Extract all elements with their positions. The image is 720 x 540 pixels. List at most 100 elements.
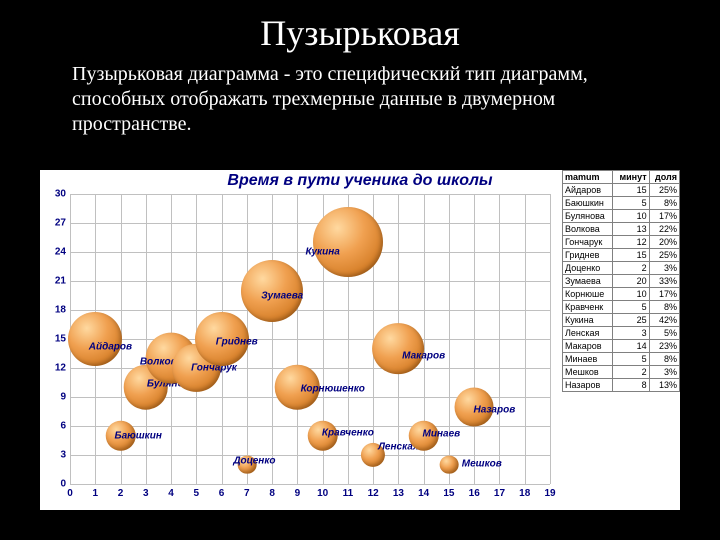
grid-line-v — [449, 194, 450, 484]
table-header-cell: минут — [613, 171, 649, 184]
x-tick-label: 0 — [67, 488, 73, 499]
grid-line-h — [70, 339, 550, 340]
table-row: Кукина2542% — [563, 314, 680, 327]
bubble-label: Макаров — [402, 351, 445, 362]
table-cell: 15 — [613, 249, 649, 262]
grid-line-v — [525, 194, 526, 484]
x-tick-label: 2 — [118, 488, 124, 499]
x-tick-label: 1 — [92, 488, 98, 499]
x-tick-label: 4 — [168, 488, 174, 499]
bubble-label: Айдаров — [89, 341, 132, 352]
table-cell: Минаев — [563, 353, 613, 366]
y-tick-label: 27 — [55, 218, 66, 229]
table-cell: 10 — [613, 288, 649, 301]
bubble-label: Назаров — [474, 404, 516, 415]
chart-container: Время в пути ученика до школы 0369121518… — [40, 170, 680, 510]
table-cell: 20 — [613, 275, 649, 288]
table-cell: 5% — [649, 327, 679, 340]
table-cell: 12 — [613, 236, 649, 249]
grid-line-v — [550, 194, 551, 484]
x-tick-label: 15 — [443, 488, 454, 499]
bubble-label: Мешков — [462, 458, 502, 469]
table-cell: 13 — [613, 223, 649, 236]
bubble — [373, 323, 425, 375]
x-tick-label: 11 — [343, 488, 354, 499]
y-tick-label: 18 — [55, 305, 66, 316]
x-tick-label: 13 — [393, 488, 404, 499]
x-tick-label: 3 — [143, 488, 149, 499]
table-cell: Мешков — [563, 366, 613, 379]
table-cell: 2 — [613, 262, 649, 275]
slide-title: Пузырьковая — [0, 0, 720, 54]
table-header-cell: mamum — [563, 171, 613, 184]
table-cell: 25% — [649, 184, 679, 197]
table-row: Ленская35% — [563, 327, 680, 340]
table-cell: Доценко — [563, 262, 613, 275]
table-cell: 2 — [613, 366, 649, 379]
bubble-plot: 0369121518212427300123456789101112131415… — [70, 194, 550, 484]
y-tick-label: 30 — [55, 189, 66, 200]
x-tick-label: 19 — [544, 488, 555, 499]
table-row: Минаев58% — [563, 353, 680, 366]
grid-line-v — [297, 194, 298, 484]
grid-line-v — [474, 194, 475, 484]
bubble-label: Зумаева — [261, 290, 303, 301]
table-cell: 42% — [649, 314, 679, 327]
y-tick-label: 15 — [55, 334, 66, 345]
table-cell: 8% — [649, 353, 679, 366]
table-cell: Баюшкин — [563, 197, 613, 210]
table-cell: 3 — [613, 327, 649, 340]
data-table: mamumминутдоляАйдаров1525%Баюшкин58%Буля… — [562, 170, 680, 392]
x-tick-label: 18 — [519, 488, 530, 499]
table-cell: Айдаров — [563, 184, 613, 197]
table-cell: Корнюше — [563, 288, 613, 301]
table-cell: Зумаева — [563, 275, 613, 288]
x-tick-label: 17 — [494, 488, 505, 499]
table-cell: 23% — [649, 340, 679, 353]
x-tick-label: 10 — [317, 488, 328, 499]
x-tick-label: 5 — [194, 488, 200, 499]
y-tick-label: 3 — [60, 450, 66, 461]
table-cell: 20% — [649, 236, 679, 249]
grid-line-h — [70, 281, 550, 282]
bubble-label: Кравченко — [322, 427, 374, 438]
x-tick-label: 7 — [244, 488, 250, 499]
x-tick-label: 9 — [295, 488, 301, 499]
table-cell: Гончарук — [563, 236, 613, 249]
table-row: Корнюше1017% — [563, 288, 680, 301]
table-row: Баюшкин58% — [563, 197, 680, 210]
grid-line-h — [70, 484, 550, 485]
x-tick-label: 12 — [368, 488, 379, 499]
table-cell: 17% — [649, 288, 679, 301]
y-tick-label: 0 — [60, 479, 66, 490]
table-row: Булянова1017% — [563, 210, 680, 223]
grid-line-h — [70, 455, 550, 456]
table-row: Кравченк58% — [563, 301, 680, 314]
y-tick-label: 12 — [55, 363, 66, 374]
x-tick-label: 6 — [219, 488, 225, 499]
table-cell: Ленская — [563, 327, 613, 340]
table-cell: 33% — [649, 275, 679, 288]
table-cell: Макаров — [563, 340, 613, 353]
grid-line-h — [70, 310, 550, 311]
bubble — [313, 207, 383, 277]
bubble-label: Корнюшенко — [301, 384, 365, 395]
bubble-label: Доценко — [233, 455, 275, 466]
grid-line-v — [272, 194, 273, 484]
table-cell: 5 — [613, 197, 649, 210]
y-tick-label: 24 — [55, 247, 66, 258]
table-cell: 3% — [649, 366, 679, 379]
table-row: Зумаева2033% — [563, 275, 680, 288]
table-row: Назаров813% — [563, 379, 680, 392]
grid-line-h — [70, 194, 550, 195]
table-cell: 15 — [613, 184, 649, 197]
x-tick-label: 14 — [418, 488, 429, 499]
table-cell: Кравченк — [563, 301, 613, 314]
table-cell: 25 — [613, 314, 649, 327]
slide-description: Пузырьковая диаграмма - это специфически… — [0, 54, 720, 149]
table-cell: 8% — [649, 301, 679, 314]
table-cell: 8% — [649, 197, 679, 210]
table-cell: 5 — [613, 353, 649, 366]
table-cell: 25% — [649, 249, 679, 262]
bubble-label: Гриднев — [216, 336, 258, 347]
